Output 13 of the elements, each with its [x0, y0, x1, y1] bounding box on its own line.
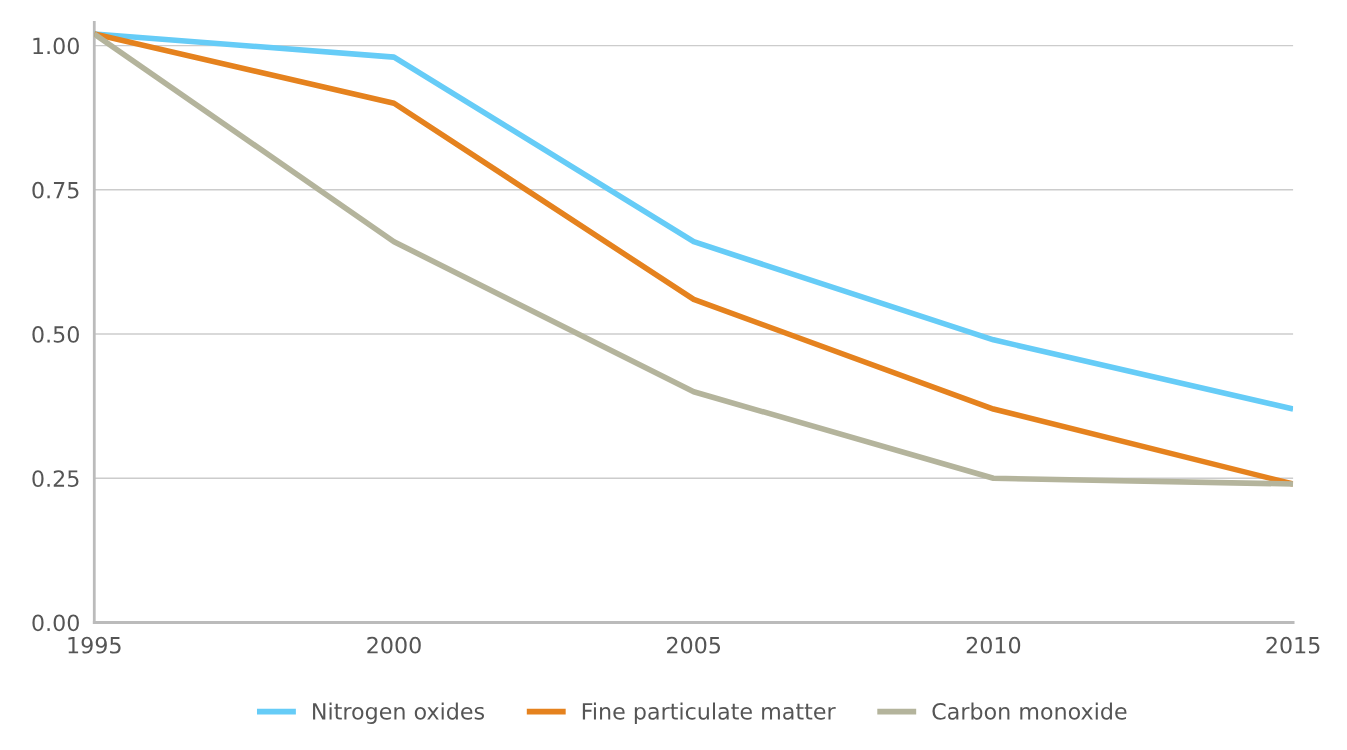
- legend-label: Fine particulate matter: [582, 702, 836, 725]
- y-tick-label: 0.75: [32, 181, 79, 199]
- y-tick-label: 0.00: [32, 614, 79, 632]
- y-tick-label: 0.50: [32, 325, 79, 343]
- x-tick-label: 1995: [68, 636, 121, 654]
- x-tick-label: 2010: [966, 636, 1021, 654]
- legend-label: Carbon monoxide: [932, 702, 1127, 720]
- x-tick-label: 2000: [367, 636, 421, 654]
- y-tick-label: 0.25: [32, 470, 79, 488]
- x-tick-label: 2005: [667, 636, 721, 654]
- y-tick-label: 1.00: [33, 37, 79, 55]
- legend-label: Nitrogen oxides: [313, 702, 485, 725]
- x-tick-label: 2015: [1266, 636, 1320, 654]
